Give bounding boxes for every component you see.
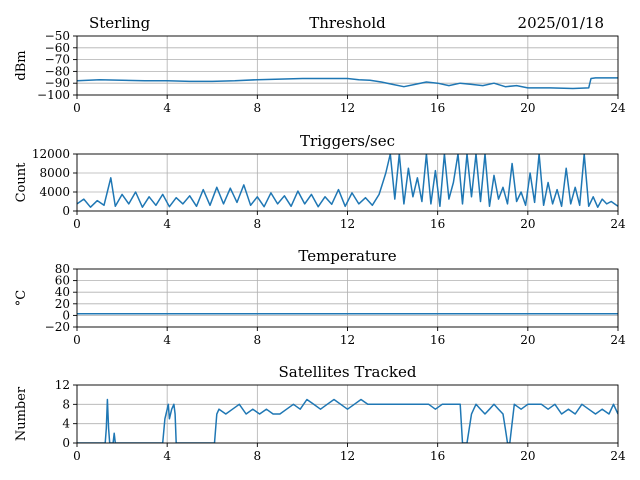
y-tick-label: 12000 (32, 147, 70, 161)
x-tick-label: 24 (610, 217, 626, 231)
y-axis-label: Count (14, 162, 29, 203)
chart-panel: 0 4 8 12 16 20 24 0 4 8 12 Satellites Tracked Number (14, 363, 626, 463)
x-tick-label: 8 (254, 449, 262, 463)
chart-title: Threshold (309, 14, 386, 32)
y-tick-label: 4 (62, 417, 70, 431)
series-line (77, 398, 618, 443)
series-line (77, 77, 618, 90)
x-tick-label: 0 (73, 333, 81, 347)
y-axis-label: °C (14, 290, 29, 307)
x-tick-label: 0 (73, 217, 81, 231)
x-tick-label: 0 (73, 449, 81, 463)
x-tick-label: 20 (520, 101, 535, 115)
chart-title: Satellites Tracked (279, 363, 417, 381)
y-tick-label: −20 (45, 320, 70, 334)
x-tick-label: 4 (163, 333, 171, 347)
y-tick-label: 80 (55, 262, 70, 276)
x-tick-label: 4 (163, 449, 171, 463)
x-tick-label: 12 (340, 217, 355, 231)
y-tick-label: 4000 (39, 185, 70, 199)
y-axis-label: dBm (14, 50, 29, 80)
y-tick-label: 8 (62, 397, 70, 411)
x-tick-label: 12 (340, 449, 355, 463)
y-tick-label: 12 (55, 378, 70, 392)
x-tick-label: 24 (610, 101, 626, 115)
y-tick-label: −50 (45, 29, 70, 43)
y-axis-label: Number (14, 386, 29, 441)
y-tick-label: 0 (62, 436, 70, 450)
x-tick-label: 8 (254, 101, 262, 115)
x-tick-label: 16 (430, 101, 445, 115)
x-tick-label: 8 (254, 333, 262, 347)
x-tick-label: 12 (340, 101, 355, 115)
y-tick-label: 8000 (39, 166, 70, 180)
x-tick-label: 0 (73, 101, 81, 115)
y-tick-label: 40 (55, 285, 70, 299)
y-tick-label: −90 (45, 76, 70, 90)
x-tick-label: 20 (520, 217, 535, 231)
chart-panels: 0 4 8 12 16 20 24 −50−60−70−80−90−100 Threshold d… (14, 14, 626, 463)
x-tick-label: 16 (430, 449, 445, 463)
x-tick-label: 4 (163, 217, 171, 231)
y-tick-label: −80 (45, 64, 70, 78)
x-tick-label: 16 (430, 217, 445, 231)
station-label: Sterling (89, 14, 151, 32)
x-tick-label: 24 (610, 449, 626, 463)
x-tick-label: 8 (254, 217, 262, 231)
y-tick-label: −100 (37, 88, 70, 102)
y-tick-label: 60 (55, 274, 70, 288)
series-line (77, 154, 618, 208)
y-tick-label: −70 (45, 53, 70, 67)
chart-title: Triggers/sec (300, 132, 395, 150)
chart-title: Temperature (298, 247, 396, 265)
y-tick-label: −60 (45, 41, 70, 55)
y-tick-label: 0 (62, 308, 70, 322)
x-tick-label: 12 (340, 333, 355, 347)
x-tick-label: 4 (163, 101, 171, 115)
y-tick-label: 0 (62, 204, 70, 218)
x-tick-label: 20 (520, 449, 535, 463)
y-tick-label: 20 (55, 297, 70, 311)
chart-panel: 0 4 8 12 16 20 24 0 4000 8000 12000 Triggers/sec Cou… (14, 132, 626, 231)
x-tick-label: 16 (430, 333, 445, 347)
x-tick-label: 20 (520, 333, 535, 347)
chart-panel: 0 4 8 12 16 20 24 −50−60−70−80−90−100 Threshold d… (14, 14, 626, 115)
date-label: 2025/01/18 (518, 14, 604, 32)
x-tick-label: 24 (610, 333, 626, 347)
